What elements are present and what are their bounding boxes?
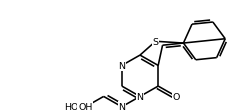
Text: HO: HO: [64, 102, 78, 111]
Text: S: S: [152, 37, 158, 46]
Text: N: N: [136, 92, 143, 101]
Text: O: O: [172, 92, 179, 101]
Text: OH: OH: [78, 102, 92, 111]
Text: N: N: [118, 102, 125, 111]
Text: N: N: [118, 61, 125, 70]
Text: O: O: [82, 102, 89, 111]
